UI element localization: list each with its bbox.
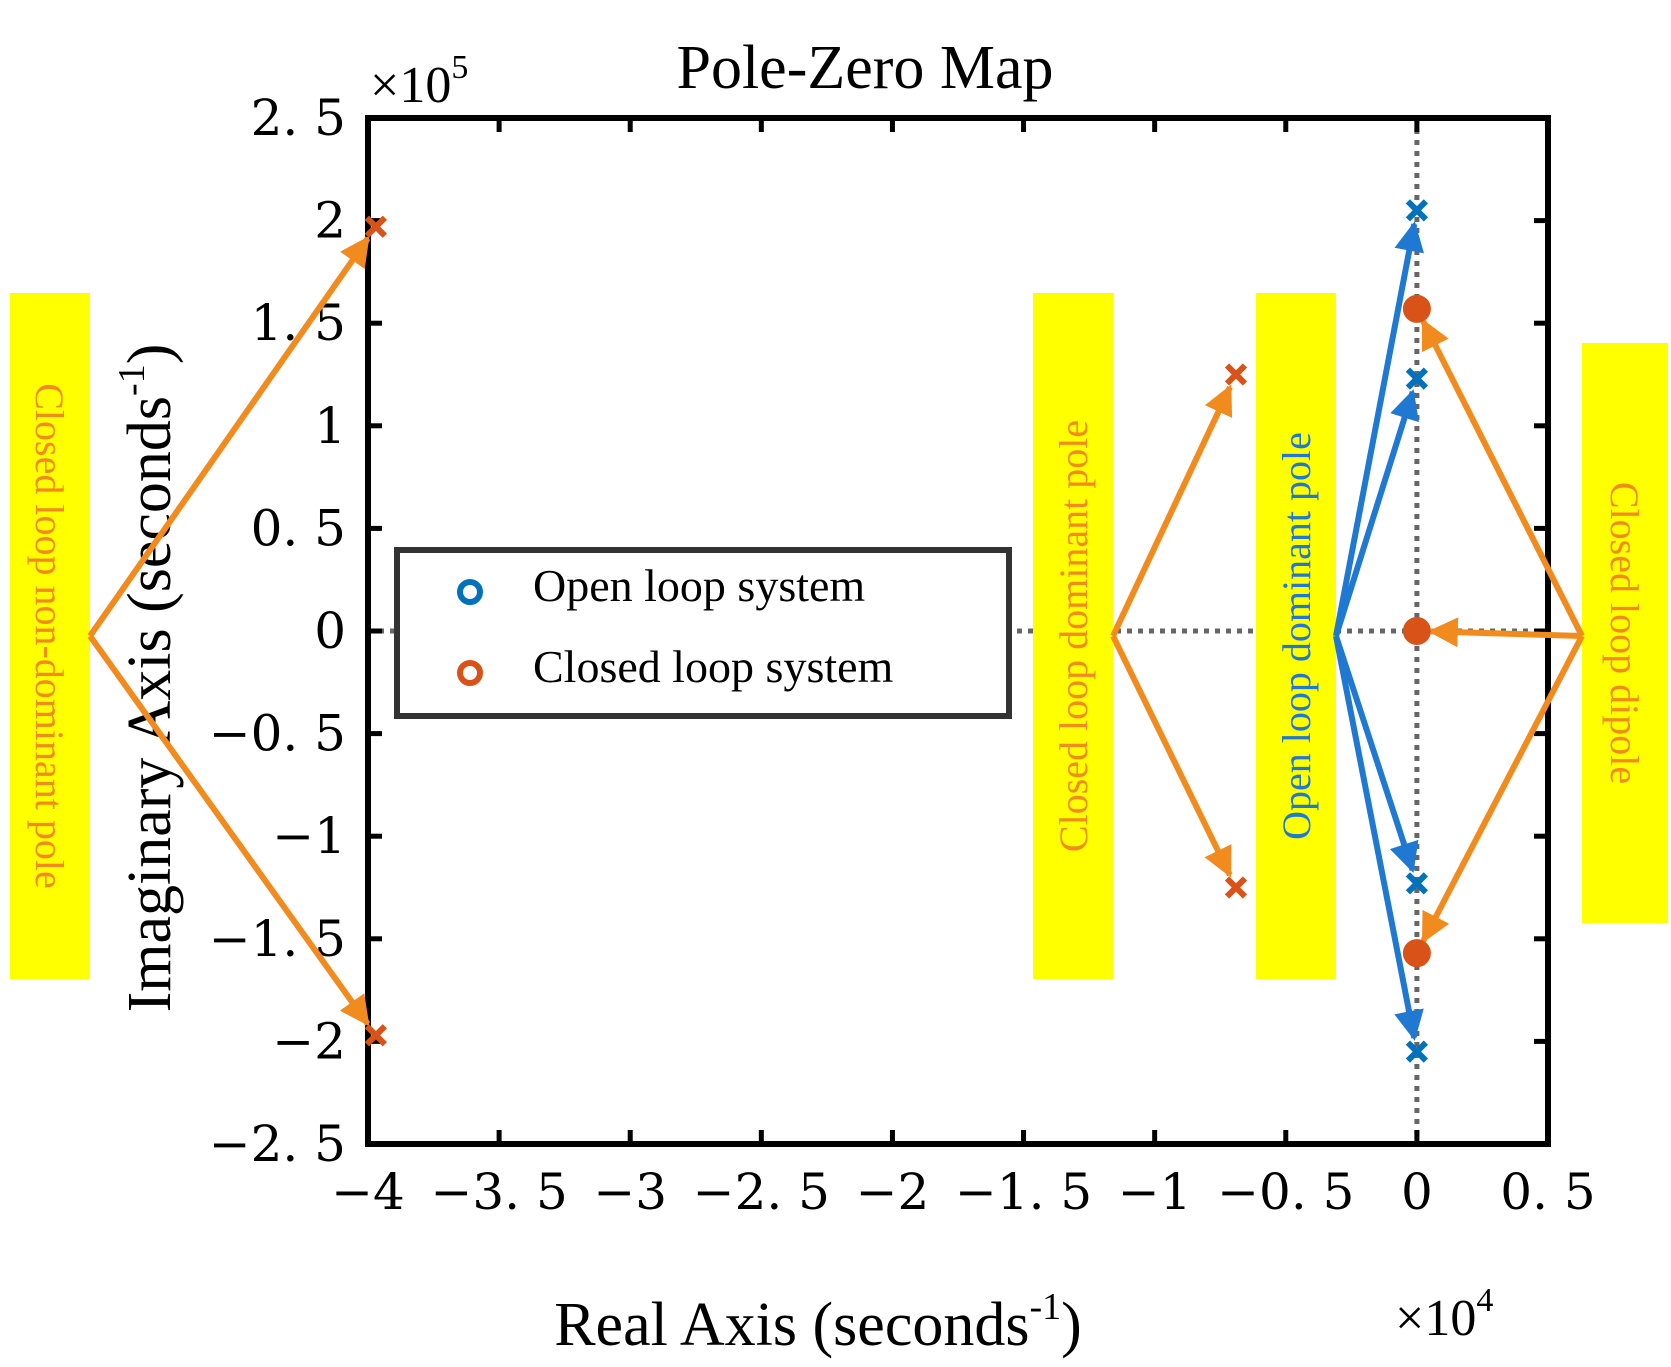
- annotation-arrow: [1333, 221, 1424, 637]
- annotation-box: [1033, 293, 1113, 979]
- annotation-closed-loop-non-dominant-pole: Closed loop non-dominant pole: [10, 293, 90, 979]
- y-tick-label: 1. 5: [251, 294, 346, 352]
- x-tick-label: −0. 5: [1217, 1163, 1354, 1221]
- pole-stroke: [1224, 363, 1248, 386]
- annotation-arrow: [1110, 384, 1233, 638]
- annotation-text: Closed loop non-dominant pole: [27, 383, 72, 889]
- x-tick-label: −2: [856, 1163, 930, 1221]
- annotation-arrow: [1333, 635, 1419, 873]
- open-loop-system-pole-marker: [1405, 1040, 1429, 1063]
- annotation-text: Closed loop dipole: [1602, 482, 1647, 784]
- annotation-box: [10, 293, 90, 979]
- pole-stroke: [1405, 199, 1429, 222]
- open-loop-system-pole-marker: [1405, 872, 1429, 895]
- x-tick-label: 0. 5: [1500, 1163, 1595, 1221]
- annotation-text: Closed loop dominant pole: [1051, 420, 1096, 852]
- annotation-arrow: [1420, 318, 1585, 638]
- zero-lines: [368, 118, 1548, 1144]
- pole-zero-markers: [364, 199, 1431, 1063]
- y-exponent: ×105: [370, 49, 468, 114]
- legend-box: [394, 547, 1012, 719]
- closed-loop-system-zero-marker: [1402, 294, 1431, 323]
- annotation-arrow: [1333, 635, 1424, 1041]
- y-axis-label: Imaginary Axis (seconds-1): [111, 344, 184, 1013]
- closed-loop-system-pole-marker: [364, 1024, 387, 1047]
- x-tick-label: −3. 5: [430, 1163, 567, 1221]
- y-tick-label: −1. 5: [209, 910, 346, 968]
- open-loop-system-pole-marker: [1405, 199, 1429, 222]
- annotation-box: [1256, 293, 1336, 979]
- legend-closed-loop-label: Closed loop system: [533, 641, 894, 692]
- closed-loop-system-zero-marker: [1402, 617, 1431, 645]
- annotation-arrow: [87, 634, 371, 1027]
- legend: Open loop system Closed loop system: [394, 547, 1012, 719]
- pole-stroke: [364, 215, 387, 238]
- legend-closed-loop-marker: [457, 660, 483, 686]
- annotation-arrow: [1427, 617, 1583, 648]
- annotation-arrow: [1110, 634, 1233, 878]
- y-tick-label: 0: [314, 602, 346, 660]
- annotation-box: [1582, 343, 1668, 923]
- annotation-arrow: [1420, 634, 1585, 944]
- annotation-arrow: [1333, 389, 1419, 637]
- annotation-arrows: [87, 221, 1585, 1041]
- closed-loop-system-pole-marker: [1224, 363, 1248, 386]
- y-tick-label: −0. 5: [209, 705, 346, 763]
- annotation-closed-loop-dominant-pole: Closed loop dominant pole: [1033, 293, 1113, 979]
- y-tick-label: 1: [314, 397, 346, 455]
- closed-loop-system-pole-marker: [364, 215, 387, 238]
- x-tick-label: −2. 5: [693, 1163, 830, 1221]
- pole-stroke: [1405, 1040, 1429, 1063]
- closed-loop-system-pole-marker: [1224, 876, 1248, 899]
- annotations: Closed loop non-dominant pole Closed loop…: [10, 293, 1668, 979]
- y-tick-label: −2: [272, 1012, 346, 1070]
- y-tick-label: −1: [272, 807, 346, 865]
- annotation-arrow: [87, 235, 371, 638]
- pole-stroke: [1405, 872, 1429, 895]
- pole-stroke: [1405, 367, 1429, 390]
- closed-loop-system-zero-marker: [1402, 939, 1431, 968]
- y-tick-label: 2: [314, 192, 346, 250]
- annotation-text: Open loop dominant pole: [1274, 432, 1319, 840]
- x-exponent: ×104: [1395, 1282, 1493, 1347]
- pole-stroke: [364, 1024, 387, 1047]
- annotation-open-loop-dominant-pole: Open loop dominant pole: [1256, 293, 1336, 979]
- legend-open-loop-marker: [457, 579, 483, 605]
- y-tick-label: −2. 5: [209, 1115, 346, 1173]
- open-loop-system-pole-marker: [1405, 367, 1429, 390]
- x-axis-label: Real Axis (seconds-1): [554, 1286, 1082, 1359]
- y-tick-label: 2. 5: [251, 89, 346, 147]
- x-tick-label: −3: [593, 1163, 667, 1221]
- chart-title: Pole-Zero Map: [676, 34, 1053, 102]
- x-tick-label: 0: [1401, 1163, 1433, 1221]
- annotation-closed-loop-dipole: Closed loop dipole: [1582, 343, 1668, 923]
- plot-frame: [365, 115, 1551, 1147]
- legend-open-loop-label: Open loop system: [533, 560, 865, 611]
- pole-stroke: [1224, 876, 1248, 899]
- y-tick-label: 0. 5: [251, 499, 346, 557]
- x-tick-label: −1: [1118, 1163, 1192, 1221]
- x-tick-label: −4: [331, 1163, 405, 1221]
- x-tick-label: −1. 5: [955, 1163, 1092, 1221]
- axis-ticks: −4 −3. 5 −3 −2. 5 −2 −1. 5 −1 −0. 5 0 0. 5 −2. 5 −2…: [209, 89, 1596, 1221]
